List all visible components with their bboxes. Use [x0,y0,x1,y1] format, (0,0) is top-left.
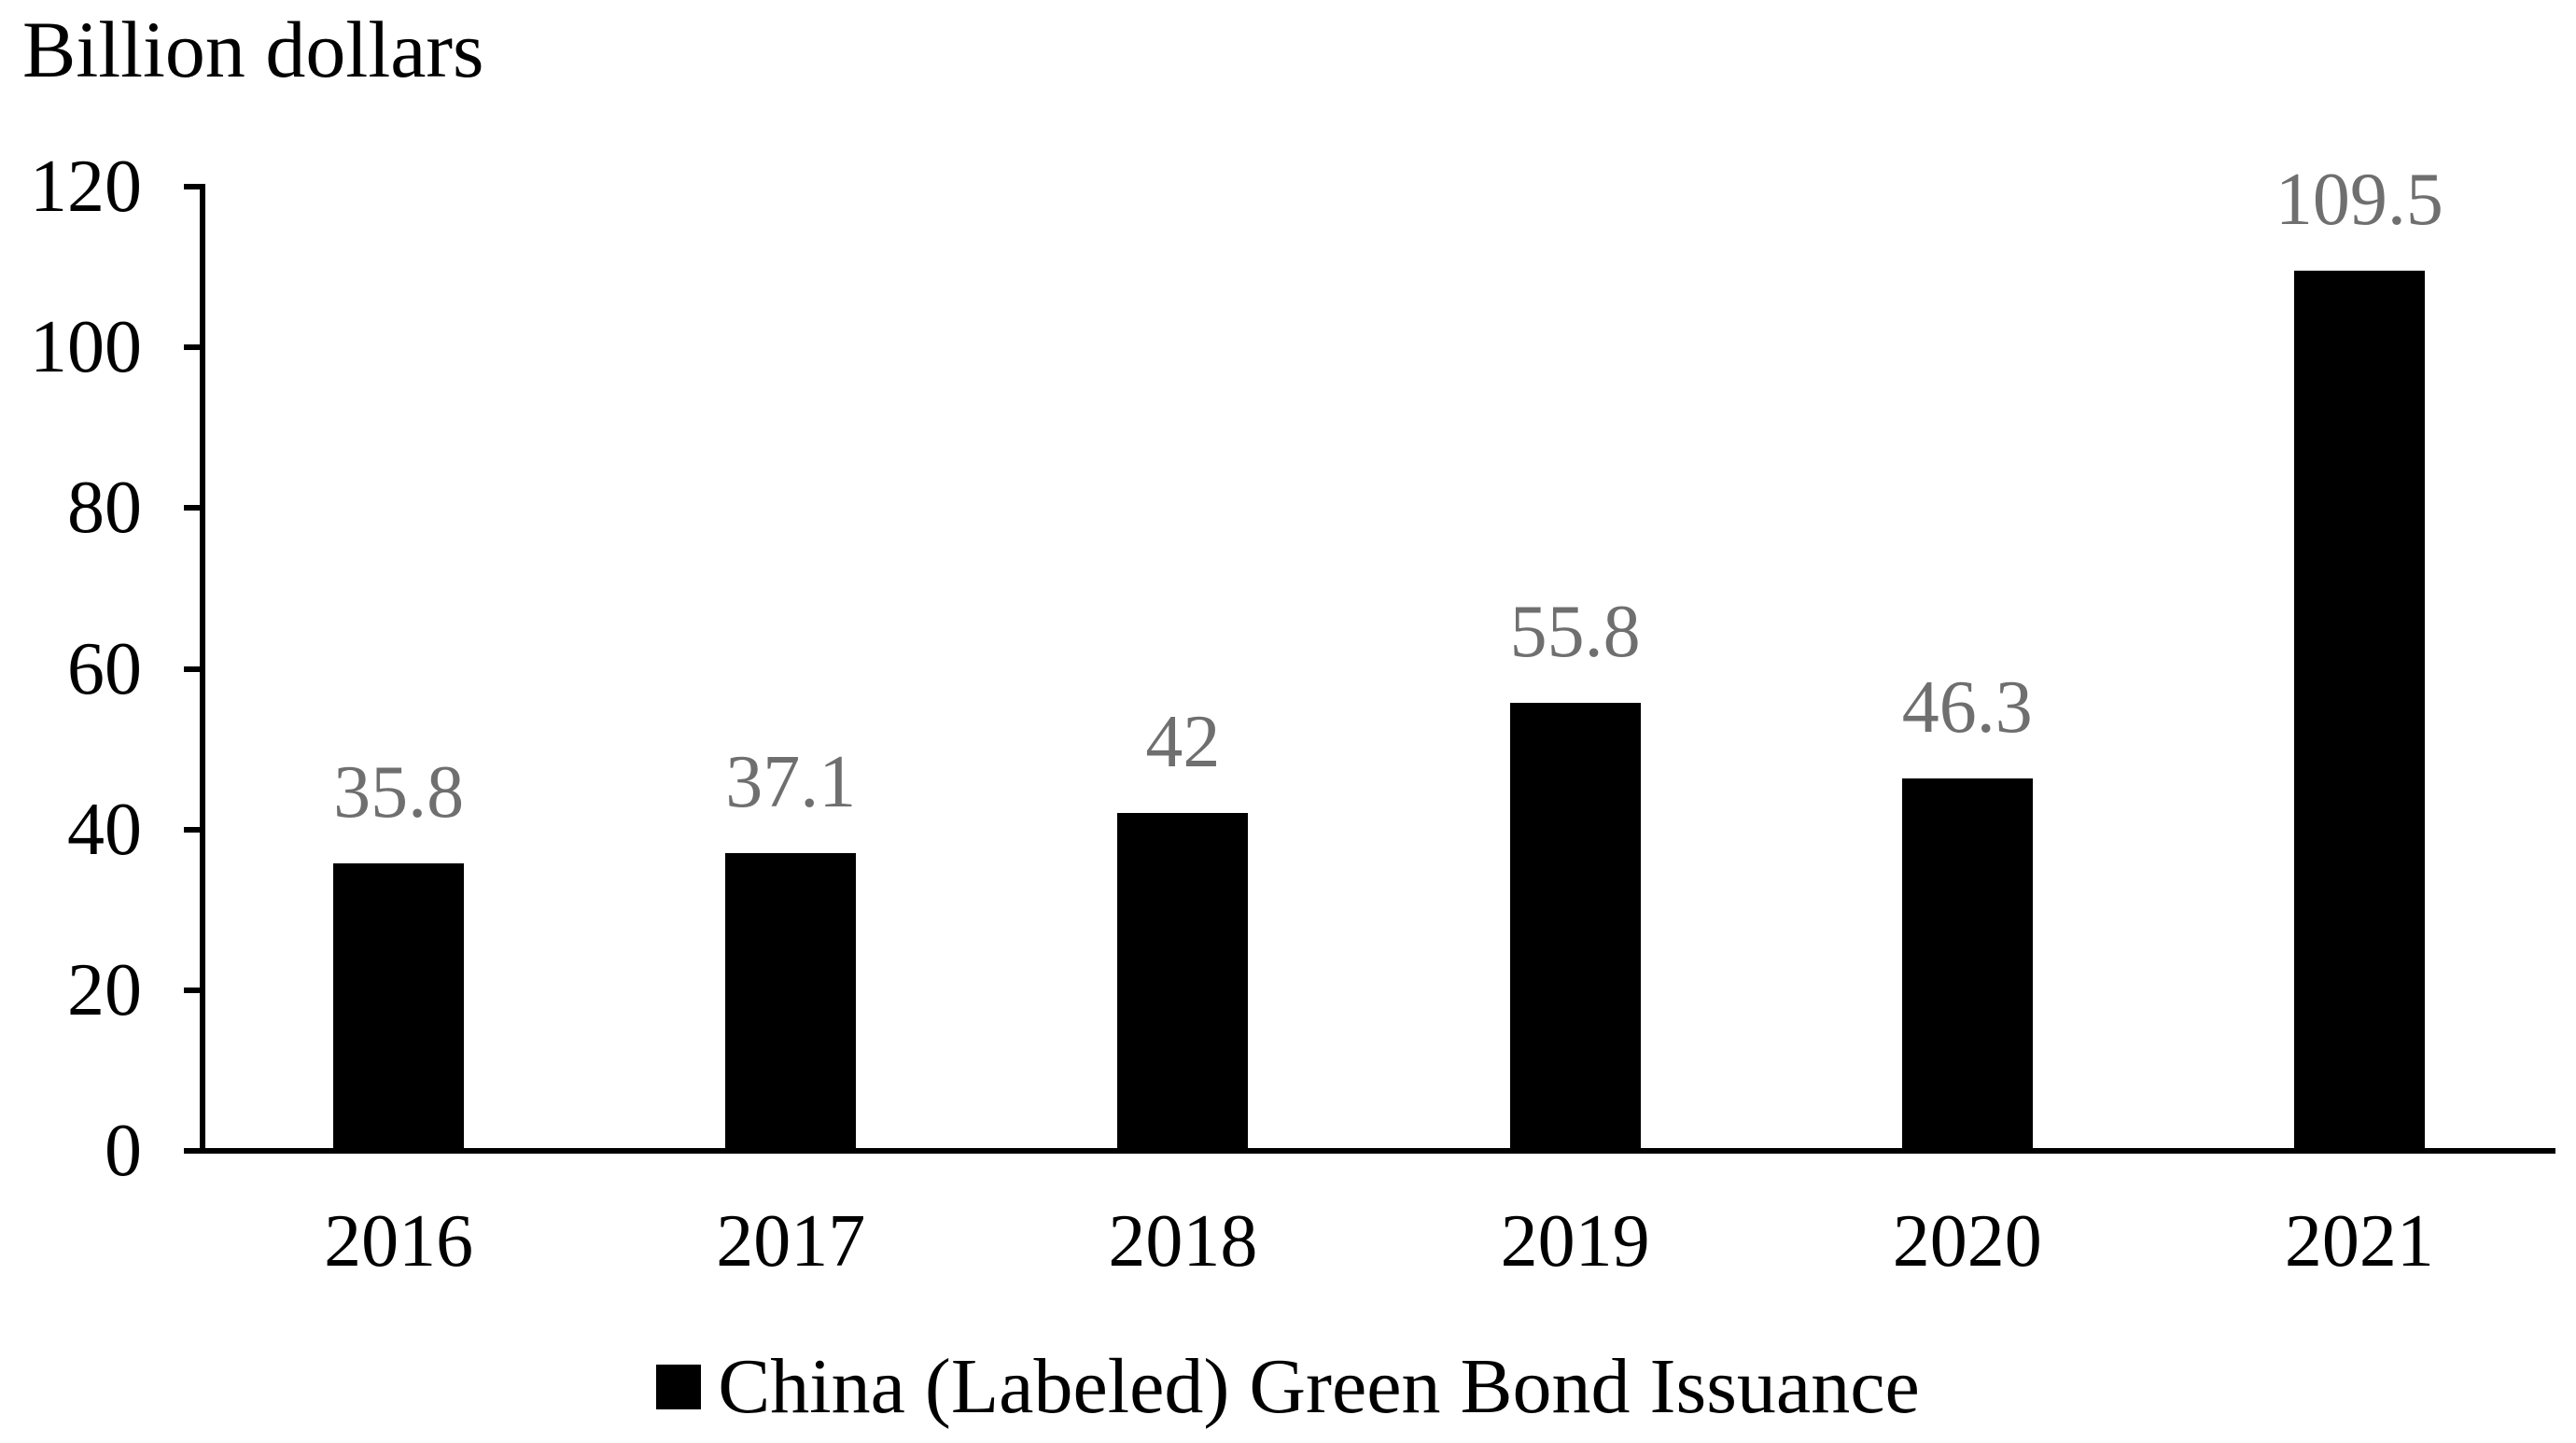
legend-swatch [656,1365,702,1409]
x-axis-label-2016: 2016 [324,1200,474,1282]
bar-value-label-2017: 37.1 [725,740,857,823]
bar-value-label-2020: 46.3 [1901,666,2033,750]
y-tick-mark-100 [184,344,203,351]
x-axis-label-2019: 2019 [1500,1200,1650,1282]
y-tick-mark-60 [184,665,203,672]
y-tick-label-40: 40 [67,788,142,871]
legend-label: China (Labeled) Green Bond Issuance [718,1343,1920,1430]
y-tick-mark-0 [184,1148,203,1154]
y-tick-label-0: 0 [105,1110,142,1192]
y-tick-label-120: 120 [30,146,142,228]
y-tick-mark-40 [184,826,203,833]
y-tick-label-100: 100 [30,306,142,389]
bar-2017 [725,852,857,1151]
bar-2019 [1509,702,1641,1151]
y-tick-mark-80 [184,505,203,511]
bar-value-label-2021: 109.5 [2275,159,2443,242]
bar-2016 [333,862,465,1151]
legend: China (Labeled) Green Bond Issuance [0,1348,2576,1426]
x-axis-label-2021: 2021 [2284,1200,2434,1282]
y-tick-label-80: 80 [67,467,142,550]
bar-2020 [1901,778,2033,1151]
y-tick-label-20: 20 [67,948,142,1031]
bar-value-label-2016: 35.8 [333,750,465,834]
x-axis-line [200,1148,2555,1154]
bar-value-label-2019: 55.8 [1509,590,1641,673]
y-tick-label-60: 60 [67,627,142,710]
bar-2018 [1117,813,1249,1151]
x-axis-label-2018: 2018 [1108,1200,1258,1282]
x-axis-label-2017: 2017 [716,1200,866,1282]
y-tick-mark-120 [184,184,203,189]
y-axis-unit-title: Billion dollars [22,5,484,94]
bar-value-label-2018: 42 [1145,701,1221,784]
y-axis-line [200,184,205,1154]
bar-2021 [2293,271,2425,1151]
x-axis-label-2020: 2020 [1892,1200,2042,1282]
y-tick-mark-20 [184,987,203,993]
